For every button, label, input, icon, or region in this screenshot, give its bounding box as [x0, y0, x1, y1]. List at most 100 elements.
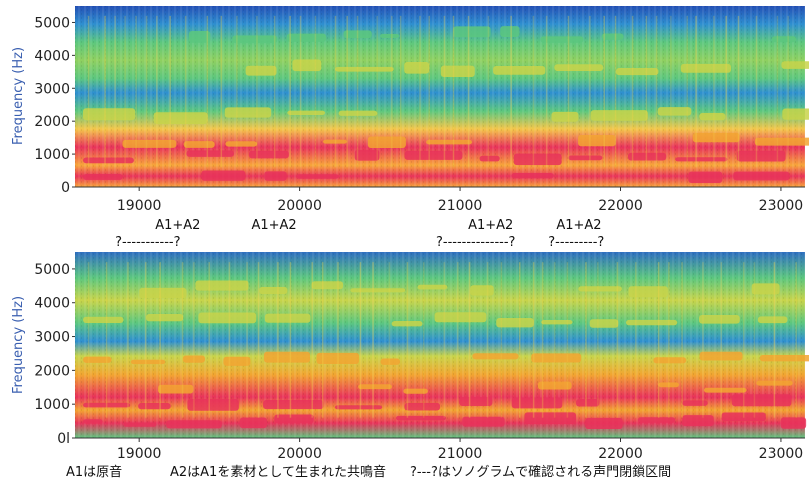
- y-tick-label: 3000: [34, 330, 70, 346]
- striation: [443, 15, 446, 168]
- striation: [372, 262, 374, 418]
- x-tick-label: 19000: [117, 446, 162, 462]
- striation: [742, 262, 745, 418]
- energy-streak: [417, 284, 448, 290]
- striation: [236, 15, 238, 168]
- energy-streak: [334, 405, 383, 410]
- striation: [104, 15, 106, 168]
- energy-streak: [440, 65, 475, 78]
- striation: [500, 262, 503, 418]
- energy-streak: [462, 416, 505, 427]
- energy-streak: [379, 33, 400, 38]
- x-tick-label: 23000: [759, 446, 804, 462]
- spectrogram-bottom: 0l 1000 2000 3000 4000 5000 19000 20000 21000 22…: [11, 252, 809, 462]
- x-tick-label: 21000: [438, 446, 483, 462]
- energy-streak: [615, 68, 659, 76]
- energy-streak: [578, 286, 622, 292]
- striation: [645, 15, 648, 168]
- energy-streak: [198, 312, 257, 324]
- energy-streak: [601, 33, 624, 40]
- striation: [753, 262, 756, 418]
- striation: [277, 262, 279, 418]
- energy-streak: [83, 174, 123, 180]
- energy-streak: [459, 396, 493, 407]
- energy-streak: [395, 415, 447, 421]
- striation: [145, 15, 148, 168]
- energy-streak: [187, 398, 239, 411]
- striation: [773, 262, 776, 418]
- striation: [356, 15, 359, 168]
- energy-streak: [166, 420, 222, 429]
- energy-streak: [781, 61, 809, 69]
- striation: [468, 262, 471, 418]
- energy-streak: [675, 157, 728, 162]
- striation: [725, 15, 727, 168]
- striation: [257, 262, 260, 418]
- energy-streak: [537, 381, 572, 390]
- energy-streak: [183, 141, 215, 148]
- energy-streak: [680, 63, 732, 73]
- y-tick-label: 4000: [34, 296, 70, 312]
- striation: [541, 262, 544, 418]
- striation: [391, 15, 393, 168]
- striation: [597, 262, 599, 418]
- energy-streak: [264, 171, 287, 181]
- energy-streak: [496, 318, 534, 328]
- energy-streak: [513, 153, 562, 166]
- spectrogram-top: 0 1000 2000 3000 4000 5000 19000 20000 21000 220…: [11, 6, 809, 214]
- energy-streak: [264, 313, 311, 323]
- energy-streak: [138, 403, 171, 410]
- y-tick-label: 1000: [34, 147, 70, 163]
- energy-streak: [83, 108, 136, 121]
- striation: [567, 15, 570, 168]
- striation: [423, 262, 425, 418]
- energy-streak: [195, 280, 249, 291]
- energy-streak: [731, 394, 792, 407]
- energy-streak: [500, 26, 520, 37]
- striation: [359, 262, 362, 418]
- striation: [428, 15, 430, 168]
- energy-streak: [493, 66, 546, 75]
- striation: [114, 15, 116, 168]
- energy-streak: [188, 30, 211, 43]
- energy-streak: [380, 358, 401, 365]
- annotation-a1a2: A1+A2: [155, 218, 200, 233]
- striation: [388, 262, 391, 418]
- energy-streak: [771, 36, 797, 43]
- y-tick-label: 5000: [34, 15, 70, 31]
- striation: [452, 15, 455, 168]
- striation: [720, 262, 723, 418]
- bottom-energy-events: [83, 262, 809, 430]
- footer-note-closure: ?---?はソノグラムで確認される声門閉鎖区間: [410, 464, 671, 480]
- striation: [159, 262, 161, 418]
- energy-streak: [682, 415, 714, 427]
- striation: [273, 15, 276, 168]
- energy-streak: [296, 174, 339, 179]
- energy-streak: [153, 112, 208, 124]
- energy-streak: [316, 352, 360, 365]
- x-tick-label: 22000: [598, 198, 643, 214]
- footer-note-a1: A1は原音: [66, 464, 122, 480]
- energy-streak: [759, 354, 809, 362]
- energy-streak: [568, 155, 603, 161]
- striation: [181, 262, 184, 418]
- energy-streak: [122, 139, 177, 148]
- phoneme-annotations: A1+A2 A1+A2 A1+A2 A1+A2 ?-----------? ?------…: [115, 218, 604, 250]
- energy-streak: [590, 110, 648, 121]
- energy-streak: [404, 61, 430, 74]
- striation: [124, 15, 126, 168]
- energy-streak: [703, 387, 747, 393]
- striation: [686, 15, 688, 168]
- energy-streak: [232, 35, 278, 44]
- striation: [655, 15, 658, 168]
- energy-streak: [541, 320, 573, 325]
- y-tick-label: 3000: [34, 81, 70, 97]
- energy-streak: [782, 108, 809, 120]
- energy-streak: [524, 412, 577, 424]
- striation: [87, 262, 90, 418]
- striation: [443, 262, 445, 418]
- energy-streak: [343, 30, 372, 39]
- energy-streak: [292, 59, 322, 72]
- annotation-a1a2: A1+A2: [251, 218, 296, 233]
